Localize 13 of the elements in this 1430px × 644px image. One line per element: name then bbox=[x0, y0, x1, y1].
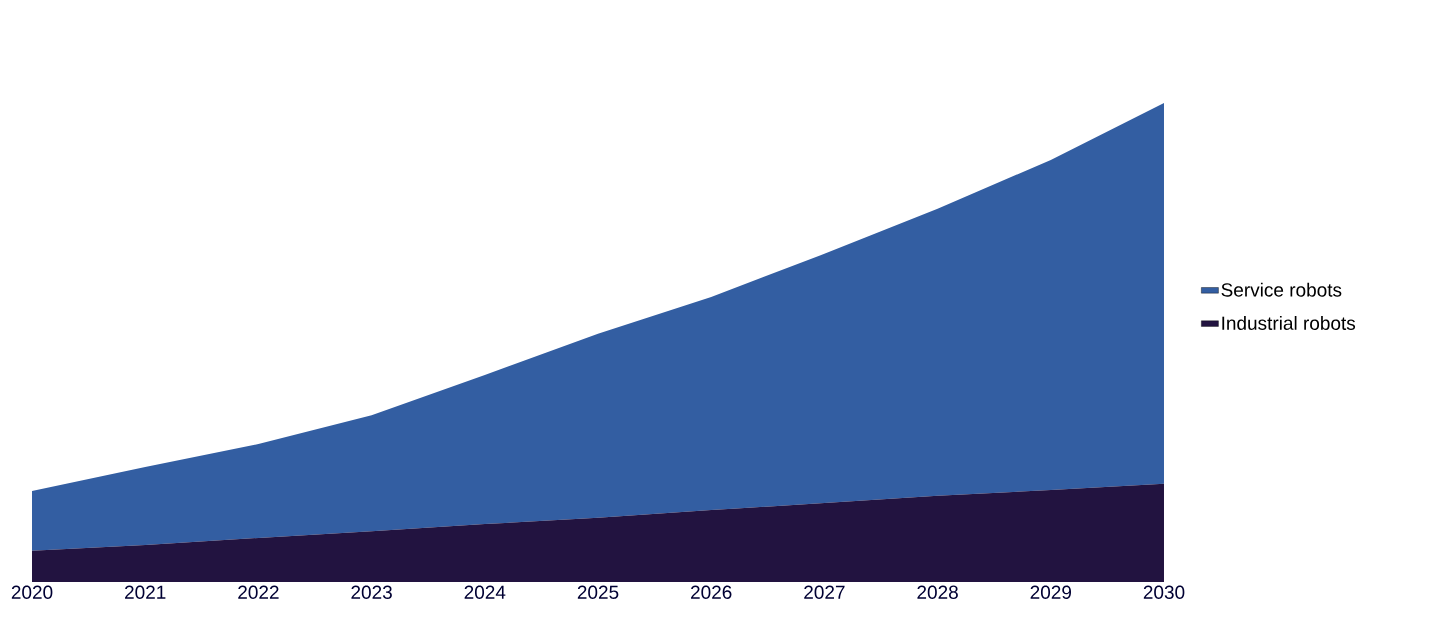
x-tick-label: 2020 bbox=[11, 585, 53, 599]
legend-label: Service robots bbox=[1221, 282, 1342, 297]
x-tick-label: 2021 bbox=[125, 585, 166, 599]
x-tick-label: 2022 bbox=[238, 585, 279, 599]
x-tick-label: 2030 bbox=[1143, 585, 1185, 599]
x-tick-label: 2028 bbox=[917, 585, 958, 599]
x-tick-label: 2025 bbox=[577, 585, 619, 599]
x-tick-label: 2027 bbox=[804, 585, 845, 599]
x-tick-label: 2029 bbox=[1030, 585, 1072, 599]
x-tick-label: 2024 bbox=[464, 585, 506, 599]
x-tick-label: 2026 bbox=[691, 585, 732, 599]
legend-label: Industrial robots bbox=[1222, 315, 1356, 330]
x-tick-label: 2023 bbox=[351, 585, 392, 599]
